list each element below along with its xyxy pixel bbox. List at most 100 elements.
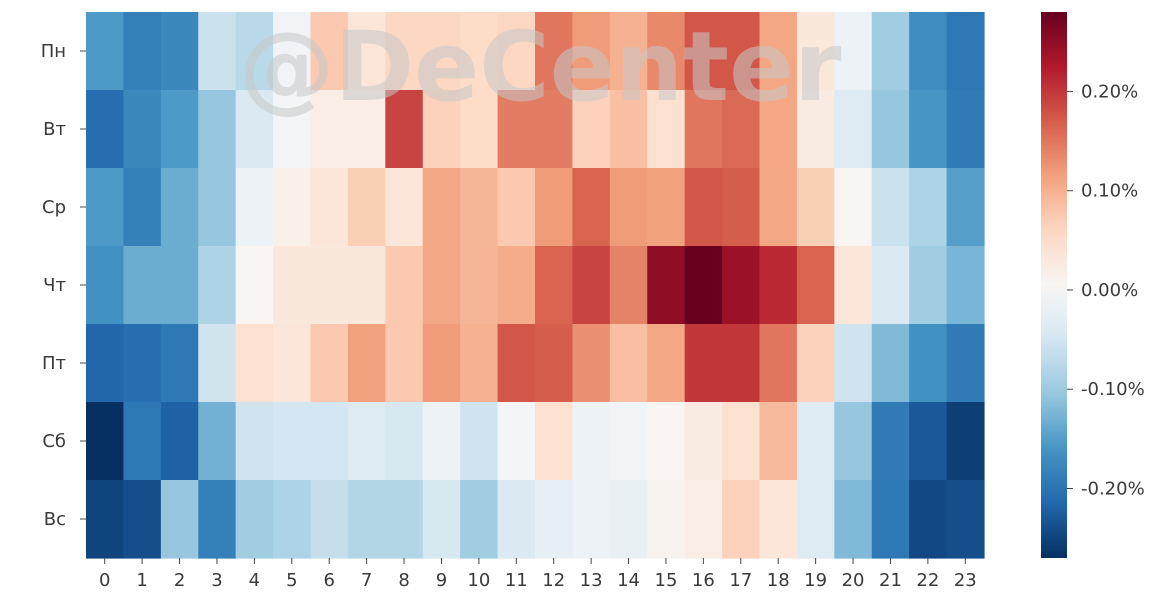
x-tick-label: 16 [692,570,715,591]
x-tick-label: 13 [580,570,603,591]
heatmap-cell [572,480,611,559]
heatmap-cell [834,324,873,403]
colorbar-tick-label: 0.10% [1081,181,1138,202]
y-tick-label: Ср [42,197,66,218]
heatmap-cell [684,324,723,403]
heatmap-cell [946,480,985,559]
heatmap-cell [422,402,461,481]
x-tick-label: 10 [467,570,490,591]
heatmap-cell [759,168,798,247]
heatmap-cell [310,480,349,559]
heatmap-cell [535,324,574,403]
heatmap-cell [834,246,873,325]
heatmap-cell [385,12,424,91]
heatmap-cell [497,12,536,91]
colorbar-ticks: 0.20% 0.10% 0.00% -0.10% -0.20% [1067,81,1145,500]
x-tick-label: 18 [767,570,790,591]
heatmap-cell [946,12,985,91]
heatmap-cell [946,402,985,481]
heatmap-cell [796,168,835,247]
heatmap-cell [684,246,723,325]
heatmap-cell [460,324,499,403]
heatmap-cell [647,168,686,247]
x-tick-label: 7 [361,570,372,591]
heatmap-cell [946,324,985,403]
heatmap-cell [347,246,386,325]
heatmap-cell [160,246,199,325]
heatmap-cell [385,168,424,247]
heatmap-cell [86,402,125,481]
heatmap-cell [273,90,312,169]
heatmap-cell [422,12,461,91]
heatmap-cell [123,324,162,403]
heatmap-cell [647,480,686,559]
heatmap-cell [235,90,274,169]
colorbar-tick-label: -0.20% [1081,479,1145,500]
heatmap-cell [235,168,274,247]
colorbar-tick-label: -0.10% [1081,379,1145,400]
heatmap-cell [422,90,461,169]
heatmap-cell [123,246,162,325]
heatmap-cell [722,324,761,403]
heatmap-cell [86,12,125,91]
heatmap-cell [609,90,648,169]
heatmap-cell [273,246,312,325]
heatmap-cell [946,246,985,325]
heatmap-cell [609,402,648,481]
heatmap-cell [422,324,461,403]
heatmap-cell [535,246,574,325]
heatmap-cell [497,480,536,559]
heatmap-cell [909,402,948,481]
heatmap-cell [684,90,723,169]
heatmap-cell [198,480,237,559]
heatmap-cell [235,324,274,403]
heatmap-cell [347,402,386,481]
heatmap-cell [796,480,835,559]
x-tick-label: 3 [211,570,222,591]
heatmap-cell [722,480,761,559]
heatmap-cell [834,12,873,91]
heatmap-cell [609,324,648,403]
heatmap-cell [572,402,611,481]
heatmap-cell [310,246,349,325]
heatmap-cell [572,246,611,325]
x-tick-label: 9 [436,570,447,591]
heatmap-cell [946,90,985,169]
heatmap-cell [497,168,536,247]
heatmap-cell [796,402,835,481]
heatmap-cell [684,402,723,481]
heatmap-cell [198,324,237,403]
heatmap-cell [273,324,312,403]
heatmap-cell [385,90,424,169]
heatmap-cell [422,246,461,325]
heatmap-cell [722,90,761,169]
heatmap-cell [460,168,499,247]
heatmap-cell [123,12,162,91]
x-tick-label: 14 [617,570,640,591]
heatmap-cell [946,168,985,247]
heatmap-cell [722,168,761,247]
x-tick-label: 21 [879,570,902,591]
heatmap-cell [871,480,910,559]
heatmap-cell [647,246,686,325]
colorbar-tick-label: 0.20% [1081,81,1138,102]
heatmap-cells [86,12,985,559]
heatmap-cell [310,12,349,91]
y-tick-label: Пт [42,353,66,374]
heatmap-cell [796,12,835,91]
heatmap-cell [385,246,424,325]
heatmap-cell [609,480,648,559]
x-tick-label: 23 [954,570,977,591]
heatmap-cell [535,402,574,481]
heatmap-cell [759,402,798,481]
heatmap-cell [160,402,199,481]
x-tick-label: 4 [249,570,260,591]
y-tick-label: Чт [43,275,66,296]
heatmap-cell [385,324,424,403]
heatmap-cell [572,324,611,403]
heatmap-cell [160,12,199,91]
heatmap-cell [497,90,536,169]
heatmap-cell [834,402,873,481]
heatmap-cell [347,90,386,169]
